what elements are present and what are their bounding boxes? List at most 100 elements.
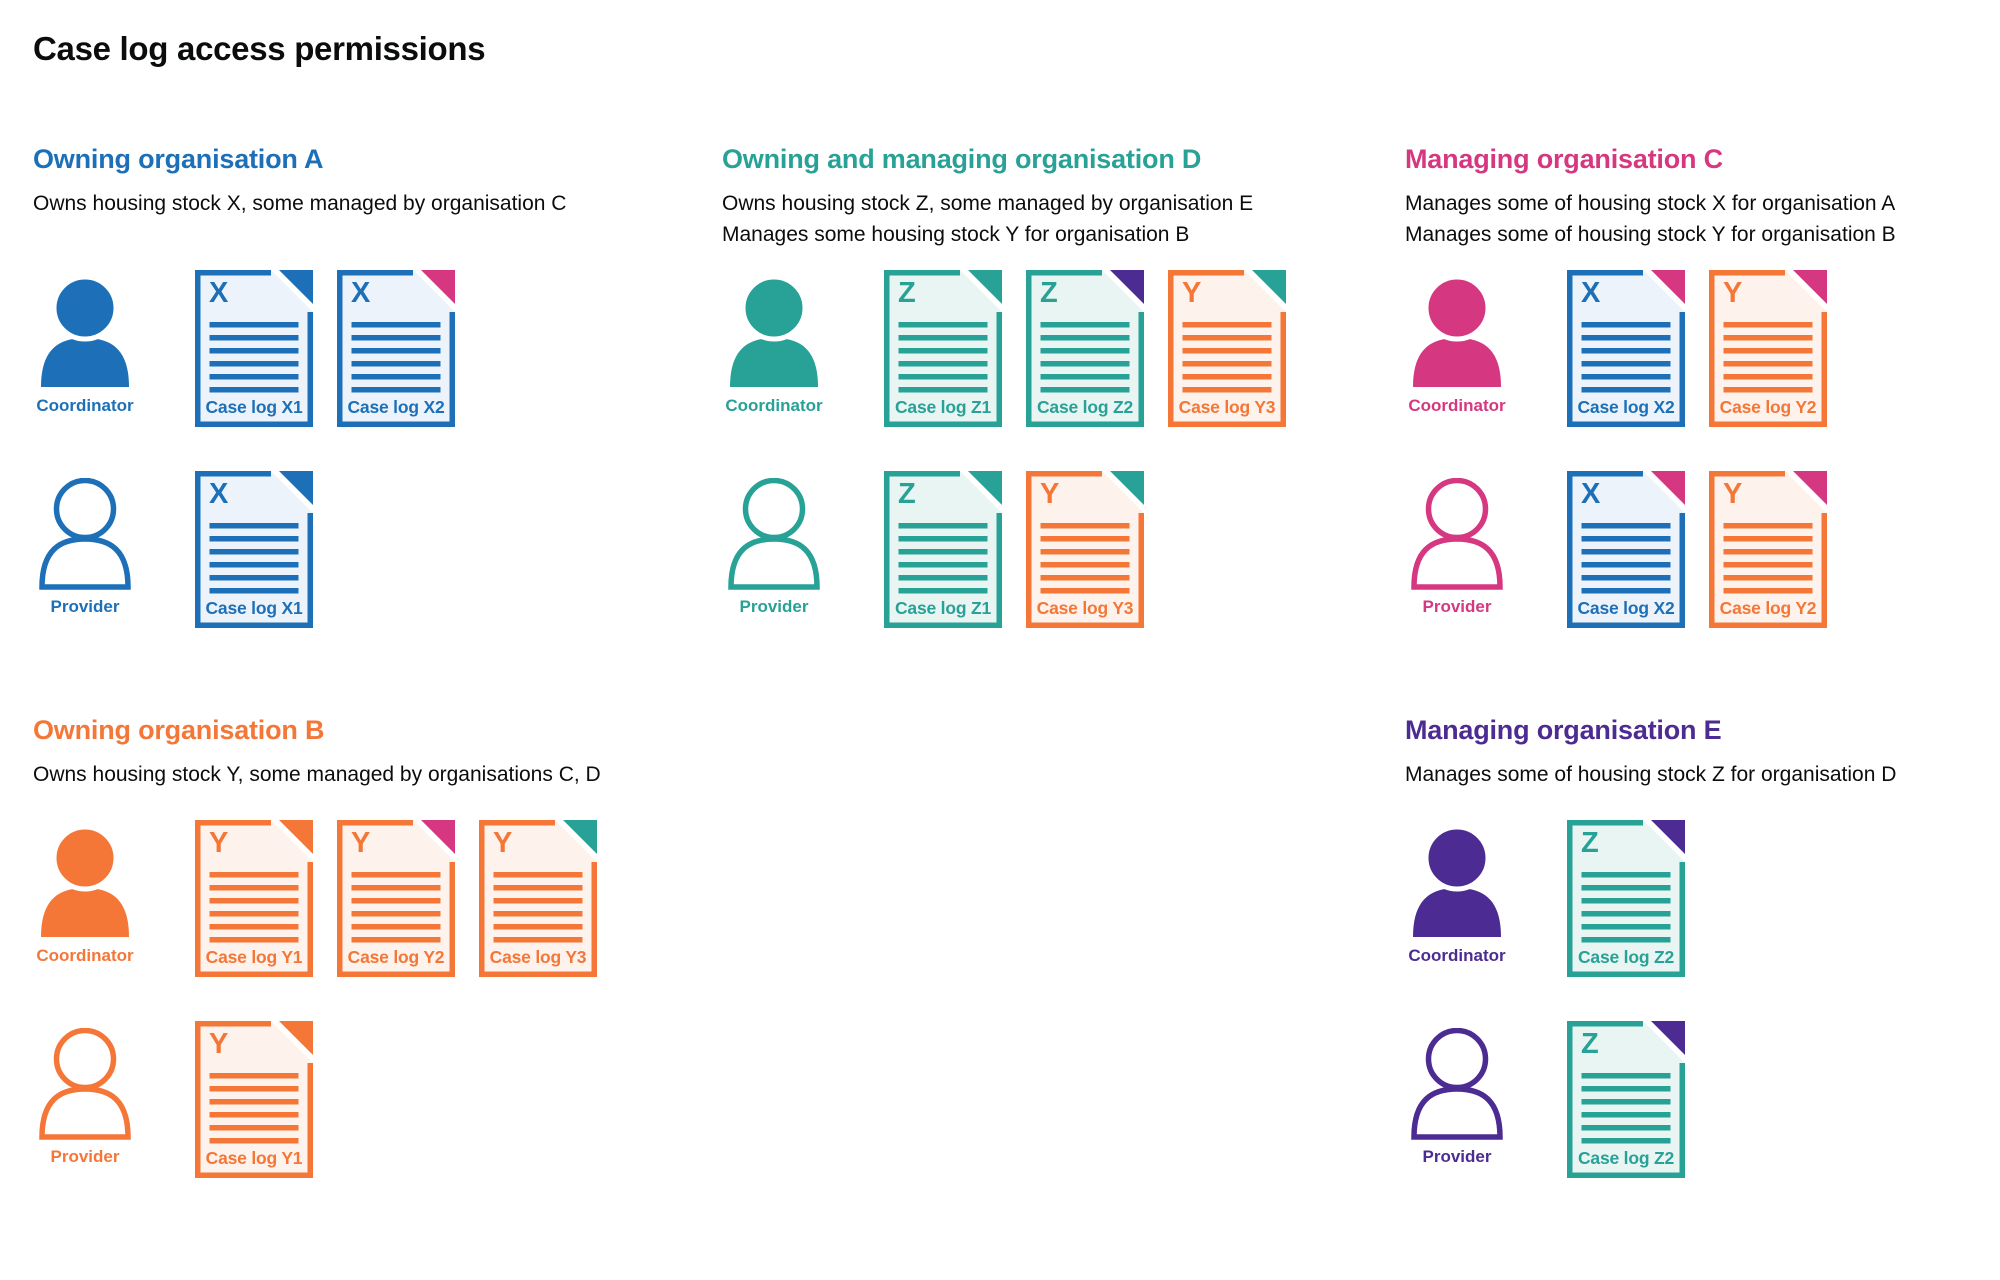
document-letter: Z: [1581, 1028, 1599, 1060]
case-log-documents: Z Case log Z2: [1567, 820, 1709, 977]
document-letter: X: [1581, 277, 1601, 309]
provider-figure: Provider: [724, 471, 824, 617]
case-log-document: Y Case log Y1: [195, 820, 313, 977]
role-row-coordinator: Coordinator Z Case log Z2: [1405, 820, 1896, 977]
org-description-line: Manages some of housing stock Z for orga…: [1405, 763, 1897, 786]
role-label: Provider: [1422, 597, 1492, 616]
document-letter: Y: [209, 1028, 229, 1060]
org-description-line: Owns housing stock Z, some managed by or…: [722, 192, 1254, 215]
provider-figure: Provider: [1407, 471, 1507, 617]
role-label: Coordinator: [725, 396, 823, 415]
role-label: Provider: [739, 597, 809, 616]
document-label: Case log X2: [1577, 397, 1675, 417]
role-row-coordinator: Coordinator X Case log X2 Y Case log Y2: [1405, 270, 1896, 427]
document-letter: Z: [1581, 827, 1599, 859]
folded-corner: [968, 471, 1002, 505]
document-letter: Z: [898, 478, 916, 510]
case-log-document: Z Case log Z2: [1567, 1021, 1685, 1178]
case-log-document: Z Case log Z2: [1567, 820, 1685, 977]
person-outline-icon: [1411, 1028, 1503, 1140]
role-row-coordinator: Coordinator Y Case log Y1 Y Case log Y2 Y Case…: [33, 820, 621, 977]
folded-corner: [279, 1021, 313, 1055]
folded-corner: [1793, 270, 1827, 304]
person-filled-icon: [1413, 277, 1501, 387]
document-letter: Y: [1182, 277, 1202, 309]
person-outline-icon: [39, 478, 131, 590]
document-label: Case log Y2: [1719, 598, 1817, 618]
org-description: Manages some of housing stock X for orga…: [1405, 188, 1896, 250]
document-label: Case log Y3: [1178, 397, 1276, 417]
case-log-documents: X Case log X1: [195, 471, 337, 628]
document-letter: X: [351, 277, 371, 309]
document-letter: X: [209, 478, 229, 510]
document-letter: Y: [1040, 478, 1060, 510]
document-icon: [195, 270, 313, 427]
folded-corner: [279, 820, 313, 854]
case-log-document: Z Case log Z2: [1026, 270, 1144, 427]
document-label: Case log Z2: [1577, 1148, 1675, 1168]
document-label: Case log Y3: [1036, 598, 1134, 618]
person-outline-icon: [39, 1028, 131, 1140]
folded-corner: [968, 270, 1002, 304]
folded-corner: [1651, 270, 1685, 304]
document-letter: Y: [351, 827, 371, 859]
org-section-org-b: Owning organisation B Owns housing stock …: [33, 714, 621, 1178]
document-icon: [1026, 270, 1144, 427]
coordinator-figure: Coordinator: [1407, 820, 1507, 966]
document-icon: [1709, 270, 1827, 427]
case-log-document: X Case log X1: [195, 270, 313, 427]
org-title: Owning organisation A: [33, 144, 324, 174]
folded-corner: [1651, 471, 1685, 505]
document-letter: Z: [898, 277, 916, 309]
document-letter: Y: [1723, 478, 1743, 510]
case-log-document: Z Case log Z1: [884, 270, 1002, 427]
org-title: Managing organisation E: [1405, 715, 1722, 745]
folded-corner: [279, 471, 313, 505]
case-log-documents: Z Case log Z2: [1567, 1021, 1709, 1178]
folded-corner: [1110, 471, 1144, 505]
document-label: Case log Y1: [205, 947, 303, 967]
role-row-provider: Provider X Case log X1: [33, 471, 566, 628]
document-letter: Y: [209, 827, 229, 859]
case-log-documents: Y Case log Y1 Y Case log Y2 Y Case log Y3: [195, 820, 621, 977]
person-outline-icon: [1411, 478, 1503, 590]
coordinator-figure: Coordinator: [1407, 270, 1507, 416]
document-label: Case log Y2: [1719, 397, 1817, 417]
document-icon: [1567, 1021, 1685, 1178]
org-description-line: Owns housing stock Y, some managed by or…: [33, 763, 601, 786]
person-outline-icon: [728, 478, 820, 590]
document-label: Case log Y2: [347, 947, 445, 967]
role-label: Coordinator: [1408, 946, 1506, 965]
case-log-document: Y Case log Y2: [1709, 471, 1827, 628]
case-log-documents: X Case log X2 Y Case log Y2: [1567, 471, 1851, 628]
document-label: Case log X2: [347, 397, 445, 417]
org-description-line: Manages some housing stock Y for organis…: [722, 223, 1190, 246]
role-row-provider: Provider Z Case log Z1 Y Case log Y3: [722, 471, 1310, 628]
document-label: Case log X2: [1577, 598, 1675, 618]
document-icon: [1026, 471, 1144, 628]
case-log-document: Y Case log Y2: [337, 820, 455, 977]
org-title: Owning organisation B: [33, 715, 325, 745]
document-icon: [479, 820, 597, 977]
document-label: Case log X1: [205, 598, 303, 618]
document-letter: Z: [1040, 277, 1058, 309]
document-icon: [1709, 471, 1827, 628]
document-icon: [1567, 820, 1685, 977]
case-log-documents: Z Case log Z1 Z Case log Z2 Y Case log Y3: [884, 270, 1310, 427]
role-label: Coordinator: [36, 396, 134, 415]
provider-figure: Provider: [1407, 1021, 1507, 1167]
document-icon: [195, 1021, 313, 1178]
folded-corner: [279, 270, 313, 304]
document-letter: Y: [493, 827, 513, 859]
document-label: Case log Y1: [205, 1148, 303, 1168]
role-row-provider: Provider Z Case log Z2: [1405, 1021, 1896, 1178]
case-log-documents: Y Case log Y1: [195, 1021, 337, 1178]
org-description: Owns housing stock Z, some managed by or…: [722, 188, 1310, 250]
case-log-document: Y Case log Y3: [479, 820, 597, 977]
folded-corner: [1651, 820, 1685, 854]
document-icon: [1567, 471, 1685, 628]
case-log-document: Y Case log Y3: [1168, 270, 1286, 427]
document-label: Case log Y3: [489, 947, 587, 967]
folded-corner: [1110, 270, 1144, 304]
role-label: Coordinator: [1408, 396, 1506, 415]
